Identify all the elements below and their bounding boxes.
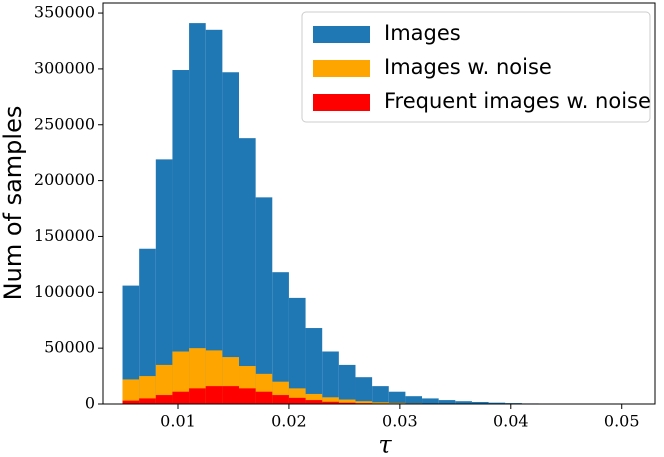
bar <box>155 159 173 404</box>
bar <box>322 351 339 404</box>
bar <box>255 391 273 404</box>
bar <box>338 399 356 404</box>
x-axis-label: τ <box>378 431 392 457</box>
bar <box>355 401 373 404</box>
bar <box>172 351 190 404</box>
bar <box>388 391 406 404</box>
bar <box>305 328 323 404</box>
x-tick-label: 0.02 <box>271 412 307 431</box>
bar <box>222 72 240 404</box>
bar <box>222 386 240 404</box>
bar <box>355 377 373 404</box>
bar <box>322 397 339 404</box>
bar <box>122 285 140 404</box>
bar <box>272 272 289 404</box>
bar <box>422 398 439 404</box>
x-tick-label: 0.05 <box>604 412 640 431</box>
bar <box>288 397 306 404</box>
bar <box>239 388 256 404</box>
x-tick-label: 0.04 <box>493 412 529 431</box>
bar <box>155 364 173 404</box>
bar <box>288 297 306 404</box>
bar <box>155 395 173 404</box>
y-tick-label: 150000 <box>34 226 95 245</box>
y-tick-label: 350000 <box>34 3 95 22</box>
bar <box>172 70 190 404</box>
legend-box <box>301 11 651 123</box>
bar <box>239 138 256 404</box>
bar <box>189 23 206 405</box>
legend-swatch <box>313 94 370 111</box>
bar <box>372 386 389 404</box>
bar <box>139 398 156 404</box>
bar <box>272 395 289 404</box>
bar <box>122 379 140 404</box>
bar <box>405 396 423 404</box>
bar <box>255 197 273 404</box>
y-tick-label: 50000 <box>44 338 95 357</box>
legend-swatch <box>313 26 370 43</box>
legend-label: Images <box>384 21 461 45</box>
bar <box>305 393 323 404</box>
bar <box>139 248 156 404</box>
y-tick-label: 300000 <box>34 58 95 77</box>
bar <box>388 402 406 404</box>
bar <box>205 386 223 404</box>
y-tick-label: 250000 <box>34 114 95 133</box>
bar <box>205 29 223 404</box>
y-tick-label: 200000 <box>34 170 95 189</box>
bar <box>139 376 156 404</box>
x-tick-label: 0.01 <box>160 412 196 431</box>
x-tick-label: 0.03 <box>382 412 418 431</box>
bar <box>172 391 190 404</box>
y-tick-label: 100000 <box>34 282 95 301</box>
legend-label: Images w. noise <box>384 55 552 79</box>
bar <box>189 388 206 404</box>
legend-swatch <box>313 60 370 77</box>
bar <box>305 400 323 404</box>
legend-label: Frequent images w. noise <box>384 89 651 113</box>
bar <box>122 400 140 404</box>
bar <box>322 401 339 404</box>
bar <box>488 402 506 404</box>
plot-frame <box>102 2 656 405</box>
bar <box>455 401 472 404</box>
bar <box>372 402 389 404</box>
bar <box>471 401 489 404</box>
bar <box>338 402 356 404</box>
y-tick-label: 0 <box>85 394 95 413</box>
bar <box>438 400 456 404</box>
bar <box>338 364 356 404</box>
y-axis-label: Num of samples <box>0 106 27 301</box>
